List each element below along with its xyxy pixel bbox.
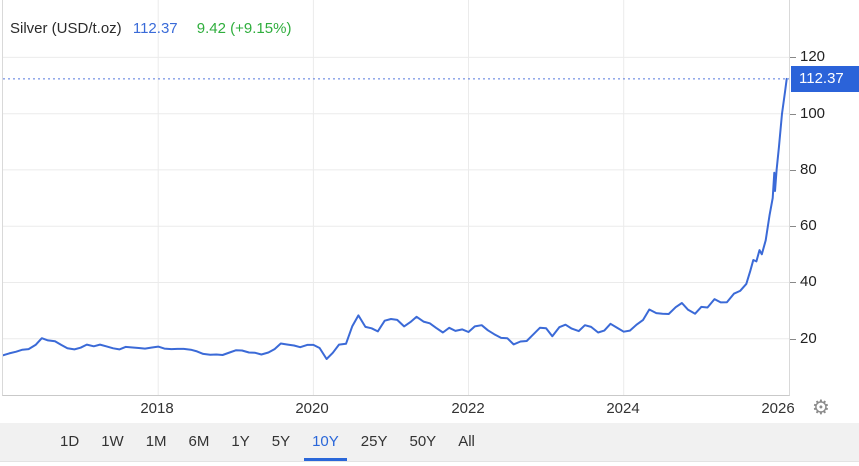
range-button-1y[interactable]: 1Y bbox=[231, 433, 250, 450]
range-button-25y[interactable]: 25Y bbox=[360, 433, 388, 450]
x-axis: 2018 2020 2022 2024 2026 bbox=[0, 398, 794, 422]
x-axis-label-2018: 2018 bbox=[140, 400, 174, 417]
range-button-all[interactable]: All bbox=[458, 433, 475, 450]
x-axis-label-2024: 2024 bbox=[606, 400, 640, 417]
price-line bbox=[3, 77, 788, 360]
selected-range-underline bbox=[304, 458, 347, 461]
gear-icon[interactable]: ⚙ bbox=[812, 397, 830, 419]
y-axis-tick bbox=[790, 226, 796, 227]
range-button-1m[interactable]: 1M bbox=[145, 433, 167, 450]
y-axis-tick bbox=[790, 282, 796, 283]
y-axis-tick bbox=[790, 170, 796, 171]
range-toolbar: 1D 1W 1M 6M 1Y 5Y 10Y 25Y 50Y All bbox=[0, 423, 859, 462]
y-axis-label-60: 60 bbox=[800, 217, 817, 234]
price-line-chart bbox=[3, 0, 789, 395]
y-axis-label-20: 20 bbox=[800, 330, 817, 347]
chart-header: Silver (USD/t.oz) 112.37 9.42 (+9.15%) bbox=[10, 20, 291, 37]
y-axis-tick bbox=[790, 114, 796, 115]
range-button-6m[interactable]: 6M bbox=[188, 433, 210, 450]
range-button-50y[interactable]: 50Y bbox=[409, 433, 437, 450]
y-axis-label-120: 120 bbox=[800, 48, 826, 65]
instrument-title: Silver (USD/t.oz) bbox=[10, 20, 122, 37]
current-price-text: 112.37 bbox=[132, 20, 178, 37]
x-axis-label-2026: 2026 bbox=[761, 400, 794, 417]
x-axis-label-2020: 2020 bbox=[295, 400, 329, 417]
range-button-5y[interactable]: 5Y bbox=[271, 433, 291, 450]
y-axis-label-40: 40 bbox=[800, 273, 817, 290]
range-button-1d[interactable]: 1D bbox=[60, 433, 80, 450]
y-axis-tick bbox=[790, 339, 796, 340]
range-button-1w[interactable]: 1W bbox=[101, 433, 124, 450]
range-button-10y[interactable]: 10Y bbox=[301, 423, 350, 461]
y-axis-label-80: 80 bbox=[800, 161, 817, 178]
y-axis-label-100: 100 bbox=[800, 105, 826, 122]
chart-plot-area[interactable] bbox=[2, 0, 790, 396]
x-axis-label-2022: 2022 bbox=[451, 400, 485, 417]
price-change-text: 9.42 (+9.15%) bbox=[196, 20, 292, 37]
current-price-badge: 112.37 bbox=[791, 66, 859, 92]
y-axis-tick bbox=[790, 57, 796, 58]
